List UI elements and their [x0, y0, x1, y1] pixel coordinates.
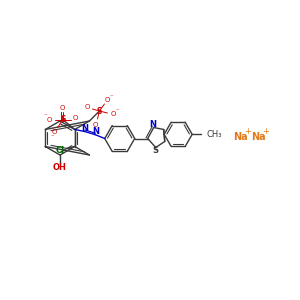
Text: ⁻: ⁻: [110, 94, 113, 100]
Text: O: O: [60, 104, 65, 110]
Text: ⁻: ⁻: [51, 134, 55, 140]
Text: ⁻: ⁻: [116, 108, 119, 114]
Text: O: O: [52, 130, 57, 136]
Text: O: O: [47, 116, 52, 122]
Text: S: S: [60, 115, 65, 124]
Text: Cl: Cl: [55, 146, 64, 155]
Text: N: N: [81, 124, 88, 133]
Text: +: +: [244, 128, 251, 136]
Text: O: O: [93, 122, 98, 128]
Text: OH: OH: [53, 163, 67, 172]
Text: O: O: [73, 116, 78, 122]
Text: +: +: [262, 128, 269, 136]
Text: O: O: [105, 97, 110, 103]
Text: ⁻: ⁻: [44, 113, 48, 119]
Text: N: N: [92, 127, 99, 136]
Text: O: O: [85, 104, 90, 110]
Text: N: N: [149, 120, 156, 129]
Text: O: O: [111, 111, 116, 117]
Text: Na: Na: [251, 132, 265, 142]
Text: S: S: [153, 146, 159, 155]
Text: Na: Na: [233, 132, 247, 142]
Text: CH₃: CH₃: [206, 130, 222, 139]
Text: S: S: [97, 106, 102, 116]
